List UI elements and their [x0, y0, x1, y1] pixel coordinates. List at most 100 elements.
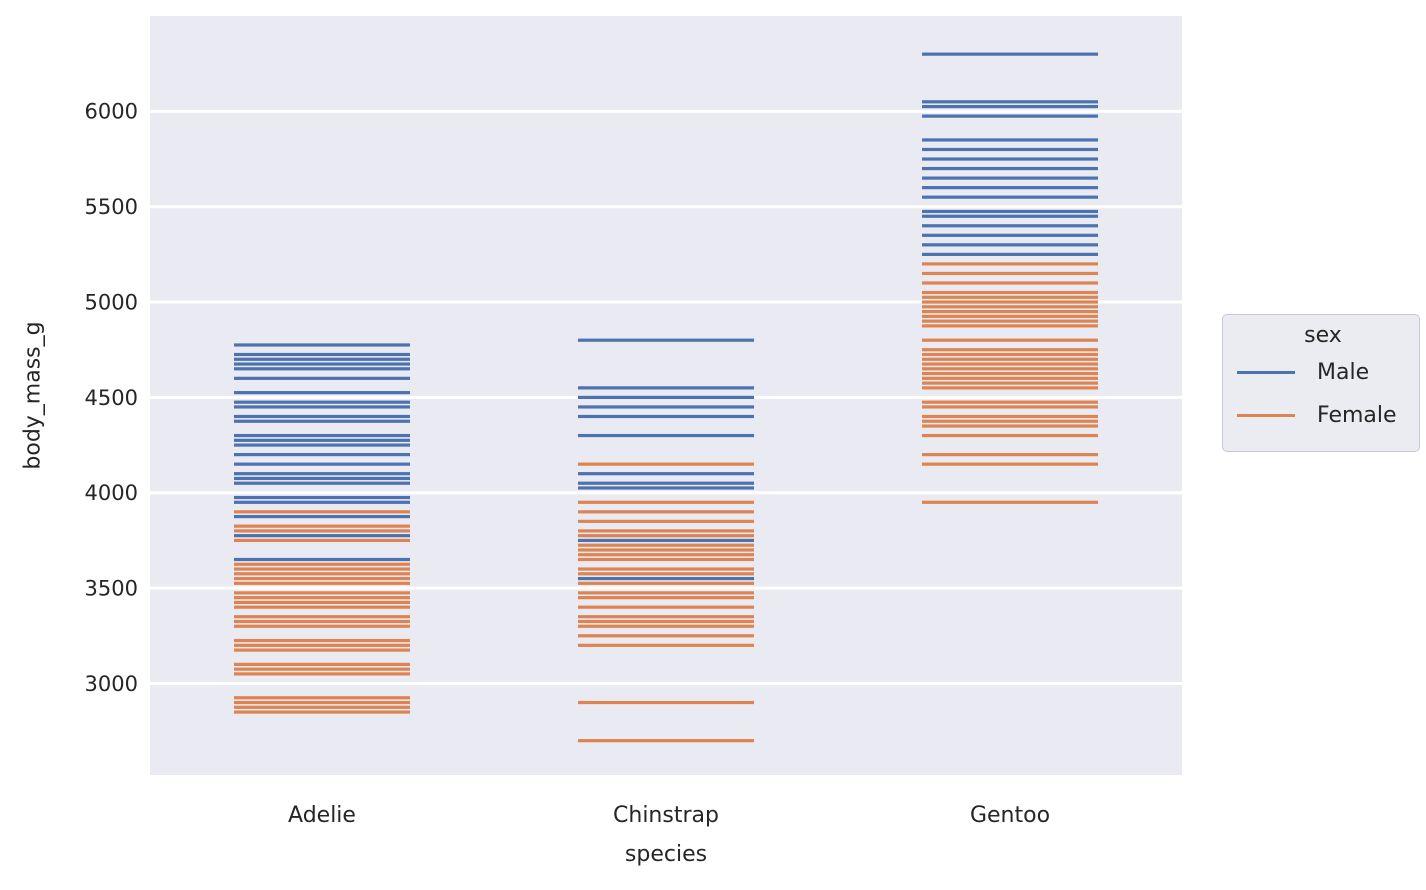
y-axis-label: body_mass_g: [20, 321, 46, 470]
female-line-swatch: [1237, 413, 1295, 418]
plot-area: [150, 16, 1182, 775]
data-line-female: [922, 357, 1098, 361]
data-line-female: [922, 362, 1098, 366]
data-line-female: [578, 529, 754, 533]
data-line-male: [578, 472, 754, 476]
data-line-female: [922, 281, 1098, 285]
data-line-female: [578, 643, 754, 647]
data-line-male: [234, 495, 410, 500]
data-line-female: [578, 739, 754, 743]
data-line-female: [578, 510, 754, 514]
legend-label-male: Male: [1317, 360, 1370, 385]
data-line-male: [578, 386, 754, 390]
data-line-male: [922, 104, 1098, 109]
data-line-female: [234, 667, 410, 671]
y-tick-label: 4000: [85, 481, 138, 505]
data-line-female: [578, 596, 754, 600]
data-line-female: [234, 576, 410, 581]
grid-line: [150, 109, 1182, 113]
data-line-female: [234, 591, 410, 595]
data-line-male: [922, 224, 1098, 228]
data-line-male: [922, 214, 1098, 218]
data-line-male: [922, 157, 1098, 161]
data-line-male: [578, 486, 754, 490]
data-line-female: [922, 500, 1098, 504]
data-line-male: [578, 538, 754, 543]
data-line-male: [578, 405, 754, 409]
data-line-female: [922, 262, 1098, 266]
data-line-male: [234, 367, 410, 371]
data-line-male: [234, 419, 410, 423]
data-line-male: [922, 166, 1098, 171]
y-tick-label: 5000: [85, 290, 138, 314]
data-line-female: [922, 324, 1098, 328]
data-line-female: [922, 405, 1098, 409]
data-line-male: [234, 453, 410, 457]
data-line-male: [922, 138, 1098, 142]
data-line-female: [234, 596, 410, 600]
data-line-female: [234, 624, 410, 628]
data-line-female: [922, 414, 1098, 419]
data-line-female: [922, 376, 1098, 380]
data-line-male: [234, 376, 410, 380]
data-line-female: [922, 381, 1098, 385]
data-line-female: [578, 534, 754, 538]
data-line-female: [234, 638, 410, 643]
data-line-male: [922, 233, 1098, 237]
data-line-female: [234, 581, 410, 585]
data-line-male: [922, 243, 1098, 247]
data-line-female: [578, 581, 754, 585]
data-line-male: [578, 395, 754, 400]
data-line-female: [578, 615, 754, 619]
data-line-female: [578, 591, 754, 595]
data-line-female: [234, 562, 410, 566]
data-line-male: [234, 481, 410, 485]
data-line-male: [234, 500, 410, 504]
data-line-female: [234, 615, 410, 619]
data-line-female: [922, 309, 1098, 314]
data-line-female: [922, 295, 1098, 299]
legend: sex Male Female: [1222, 314, 1420, 452]
data-line-male: [578, 433, 754, 438]
data-line-female: [578, 567, 754, 571]
grid-line: [150, 205, 1182, 209]
data-line-male: [234, 557, 410, 562]
data-line-male: [922, 195, 1098, 199]
data-line-male: [234, 352, 410, 357]
data-line-female: [922, 338, 1098, 342]
grid-line: [150, 681, 1182, 685]
data-line-female: [922, 367, 1098, 371]
y-tick-label: 3000: [85, 672, 138, 696]
x-axis-label: species: [624, 842, 708, 867]
data-line-female: [234, 710, 410, 714]
data-line-female: [234, 605, 410, 609]
data-line-male: [234, 476, 410, 481]
data-line-female: [922, 271, 1098, 276]
data-line-male: [234, 400, 410, 404]
data-line-female: [922, 290, 1098, 295]
data-line-female: [922, 462, 1098, 466]
data-line-female: [922, 433, 1098, 438]
data-line-female: [922, 300, 1098, 304]
data-line-female: [922, 424, 1098, 428]
data-line-male: [234, 514, 410, 519]
data-line-male: [922, 147, 1098, 152]
data-line-female: [234, 619, 410, 624]
data-line-female: [234, 696, 410, 700]
data-line-female: [578, 500, 754, 504]
male-line-swatch: [1237, 370, 1295, 375]
data-line-female: [234, 567, 410, 571]
data-line-male: [234, 433, 410, 438]
grid-line: [150, 586, 1182, 590]
data-line-male: [922, 252, 1098, 256]
data-line-male: [578, 481, 754, 485]
data-line-male: [922, 52, 1098, 56]
data-line-male: [922, 100, 1098, 104]
data-line-female: [922, 319, 1098, 323]
legend-item-male: Male: [1237, 351, 1409, 394]
legend-label-female: Female: [1317, 403, 1397, 428]
data-line-female: [578, 462, 754, 466]
data-line-male: [234, 343, 410, 347]
data-line-female: [234, 705, 410, 709]
